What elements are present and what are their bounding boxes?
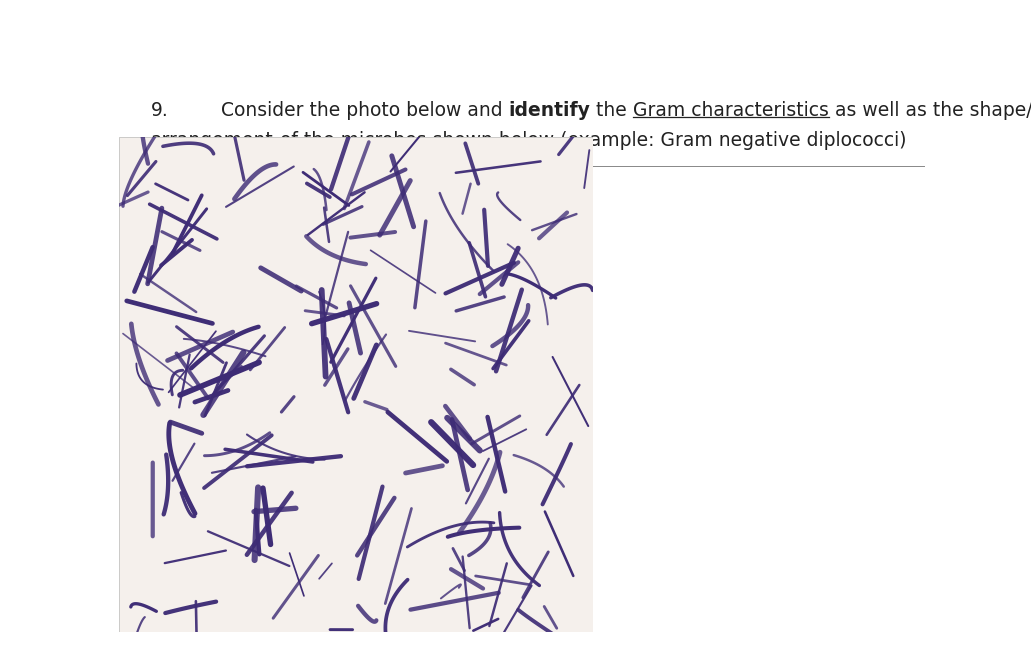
Text: 9.: 9. xyxy=(152,101,169,120)
Text: Consider the photo below and: Consider the photo below and xyxy=(221,101,508,120)
Text: arrangement: arrangement xyxy=(152,131,274,150)
Text: of the microbes shown below (example: Gram negative diplococci): of the microbes shown below (example: Gr… xyxy=(274,131,906,150)
Text: the: the xyxy=(591,101,633,120)
Text: as well as the shape/: as well as the shape/ xyxy=(829,101,1031,120)
Text: identify: identify xyxy=(508,101,591,120)
Text: Gram characteristics: Gram characteristics xyxy=(633,101,829,120)
